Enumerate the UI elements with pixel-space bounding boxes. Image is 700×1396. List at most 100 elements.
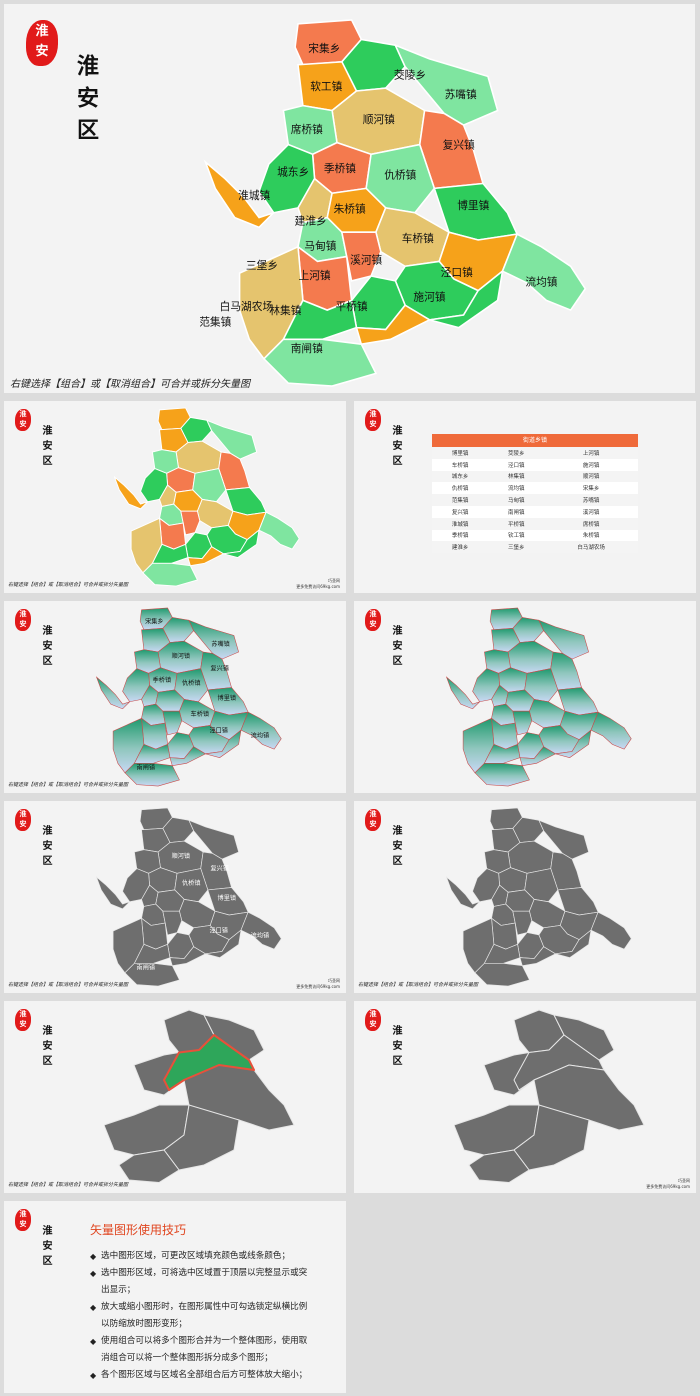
label-liujun: 流均镇 [251,931,269,939]
tip-item: 使用组合可以将多个图形合并为一个整体图形，使用取消组合可以将一个整体图形拆分成多… [90,1333,308,1367]
table-row: 淮城镇 平桥镇 席桥镇 [432,517,638,530]
label-shanghe: 上河镇 [299,269,331,282]
table-row: 范集镇 马甸镇 苏嘴镇 [432,494,638,506]
credit-line1: 巧圣网 [678,1178,690,1183]
seal-text: 淮安 [35,24,49,59]
caption: 右键选择【组合】或【取消组合】可合并或拆分矢量图 [8,782,129,788]
credit-line1: 巧圣网 [328,978,340,983]
label-fanji: 范集镇 [200,316,232,329]
district-title: 淮安区 [40,825,51,870]
label-boli: 博里镇 [218,894,236,902]
table-cell: 淮城镇 [432,517,489,530]
tip-item: 各个图形区域与区域名全部组合后方可整体放大缩小； [90,1367,308,1384]
credit: 巧圣网 更多免费访问69kg.com [296,978,340,990]
table-cell: 溪河镇 [544,505,638,518]
label-xiqiao: 席桥镇 [291,123,323,136]
slide-usage-tips: 淮安 淮安区 矢量图形使用技巧 选中图形区域，可更改区域填充颜色或线条颜色； 选… [4,1201,346,1393]
label-boli: 博里镇 [218,694,236,702]
table-cell: 席桥镇 [544,517,638,530]
label-sanbao: 三堡乡 [246,259,278,272]
credit: 巧圣网 更多免费访问69kg.com [296,578,340,590]
table-cell: 范集镇 [432,494,489,506]
label-songji: 宋集乡 [308,42,340,55]
tip-item: 选中图形区域，可将选中区域置于顶层以完整显示或突出显示； [90,1265,308,1299]
district-map: 宋集乡 苏嘴镇 软工镇 顺河镇 复兴镇 席桥镇 季桥镇 仇桥镇 博里镇 淮城镇 … [200,19,587,387]
label-liujun: 流均镇 [525,276,557,289]
table-row: 博里镇 茭陵乡 上河镇 [432,447,638,459]
district-seal: 淮安 [15,609,31,631]
label-nanzha: 南闸镇 [137,963,155,971]
district-title: 淮安区 [390,425,401,470]
district-seal: 淮安 [365,409,381,431]
table-cell: 林集镇 [488,470,545,483]
slide-highlight-region: 淮安 淮安区 右键选择【组合】或【取消组合】可合并或拆分矢量图 [4,1001,346,1193]
label-chouqiao: 仇桥镇 [182,679,200,687]
seal-text: 淮安 [369,609,377,628]
label-jiaoling: 茭陵乡 [394,68,426,81]
district-title: 淮安区 [390,625,401,670]
table-row: 城东乡 林集镇 顺河镇 [432,470,638,483]
district-title: 淮安区 [40,1225,51,1270]
slide-merged-gray: 淮安 淮安区 巧圣网 更多免费访问69kg.com [354,1001,696,1193]
label-suzui: 苏嘴镇 [211,640,229,648]
table-row: 车桥镇 泾口镇 施河镇 [432,458,638,471]
table-cell: 复兴镇 [432,505,489,518]
table-cell: 车桥镇 [432,458,489,471]
slide-town-table: 淮安 淮安区 街道乡镇 博里镇 茭陵乡 上河镇 车桥镇 泾口镇 施河镇 城东乡 林集镇 顺河镇仇… [354,401,696,593]
seal-text: 淮安 [369,1009,377,1028]
district-seal: 淮安 [15,809,31,831]
credit-line2: 更多免费访问69kg.com [646,1184,690,1189]
table-cell: 苏嘴镇 [544,494,638,506]
label-jiqiao: 季桥镇 [153,676,171,684]
district-map: 顺河镇 复兴镇 仇桥镇 博里镇 流均镇 泾口镇 南闸镇 [96,807,282,987]
region-liujun[interactable] [501,233,587,311]
label-chengdong: 城东乡 [277,166,309,179]
label-fuxing: 复兴镇 [210,864,228,872]
table-cell: 顺河镇 [544,470,638,483]
table-cell: 泾口镇 [488,458,545,471]
table-cell: 茭陵乡 [488,447,545,459]
table-cell: 仇桥镇 [432,482,489,495]
seal-text: 淮安 [19,1009,27,1028]
district-title: 淮安区 [40,1025,51,1070]
table-header: 街道乡镇 [432,434,638,447]
table-cell: 宋集乡 [544,482,638,495]
slide-gradient-labeled: 淮安 淮安区 宋集乡 苏嘴镇 顺河镇 复兴镇 季桥镇 仇桥镇 博里镇 车桥镇 流… [4,601,346,793]
highlighted-region[interactable] [163,1034,255,1091]
slide-main-map: 淮安 淮安区 [4,4,695,393]
label-boli: 博里镇 [457,199,489,212]
tip-item: 放大或缩小图形时，在图形属性中可勾选锁定纵横比例以防缩放时图形变形； [90,1299,308,1333]
table-cell: 朱桥镇 [544,529,638,542]
district-seal: 淮安 [365,609,381,631]
label-qingong: 软工镇 [310,80,342,93]
district-title: 淮安区 [40,425,51,470]
label-shunhe: 顺河镇 [172,852,190,860]
seal-text: 淮安 [19,1209,27,1228]
caption: 右键选择【组合】或【取消组合】可合并或拆分矢量图 [8,582,129,588]
table-cell: 建淮乡 [432,541,489,554]
table-cell: 白马湖农场 [544,541,638,554]
label-cheqiao: 车桥镇 [191,710,209,718]
label-shunhe: 顺河镇 [172,652,190,660]
label-nanzha: 南闸镇 [137,763,155,771]
caption: 右键选择【组合】或【取消组合】可合并或拆分矢量图 [8,982,129,988]
district-map [446,607,632,787]
credit-line2: 更多免费访问69kg.com [296,584,340,589]
table-row: 复兴镇 南闸镇 溪河镇 [432,505,638,518]
table-body: 博里镇 茭陵乡 上河镇 车桥镇 泾口镇 施河镇 城东乡 林集镇 顺河镇 仇桥镇 流均镇 宋集乡 范集镇马… [432,447,638,554]
district-title: 淮安区 [73,54,99,150]
district-seal: 淮安 [15,1209,31,1231]
table-cell: 平桥镇 [488,517,545,530]
seal-text: 淮安 [369,409,377,428]
table-cell: 钦工镇 [488,529,545,542]
label-pingqiao: 平桥镇 [336,300,368,313]
table-cell: 马甸镇 [488,494,545,506]
label-linji: 林集镇 [269,304,301,317]
caption: 右键选择【组合】或【取消组合】可合并或拆分矢量图 [10,379,250,390]
tips-list: 选中图形区域，可更改区域填充颜色或线条颜色； 选中图形区域，可将选中区域置于顶层… [90,1248,308,1384]
tips-title: 矢量图形使用技巧 [90,1223,187,1237]
merged-map [454,1009,645,1184]
district-map [114,407,300,587]
label-madian: 马甸镇 [304,240,336,253]
district-map [446,807,632,987]
